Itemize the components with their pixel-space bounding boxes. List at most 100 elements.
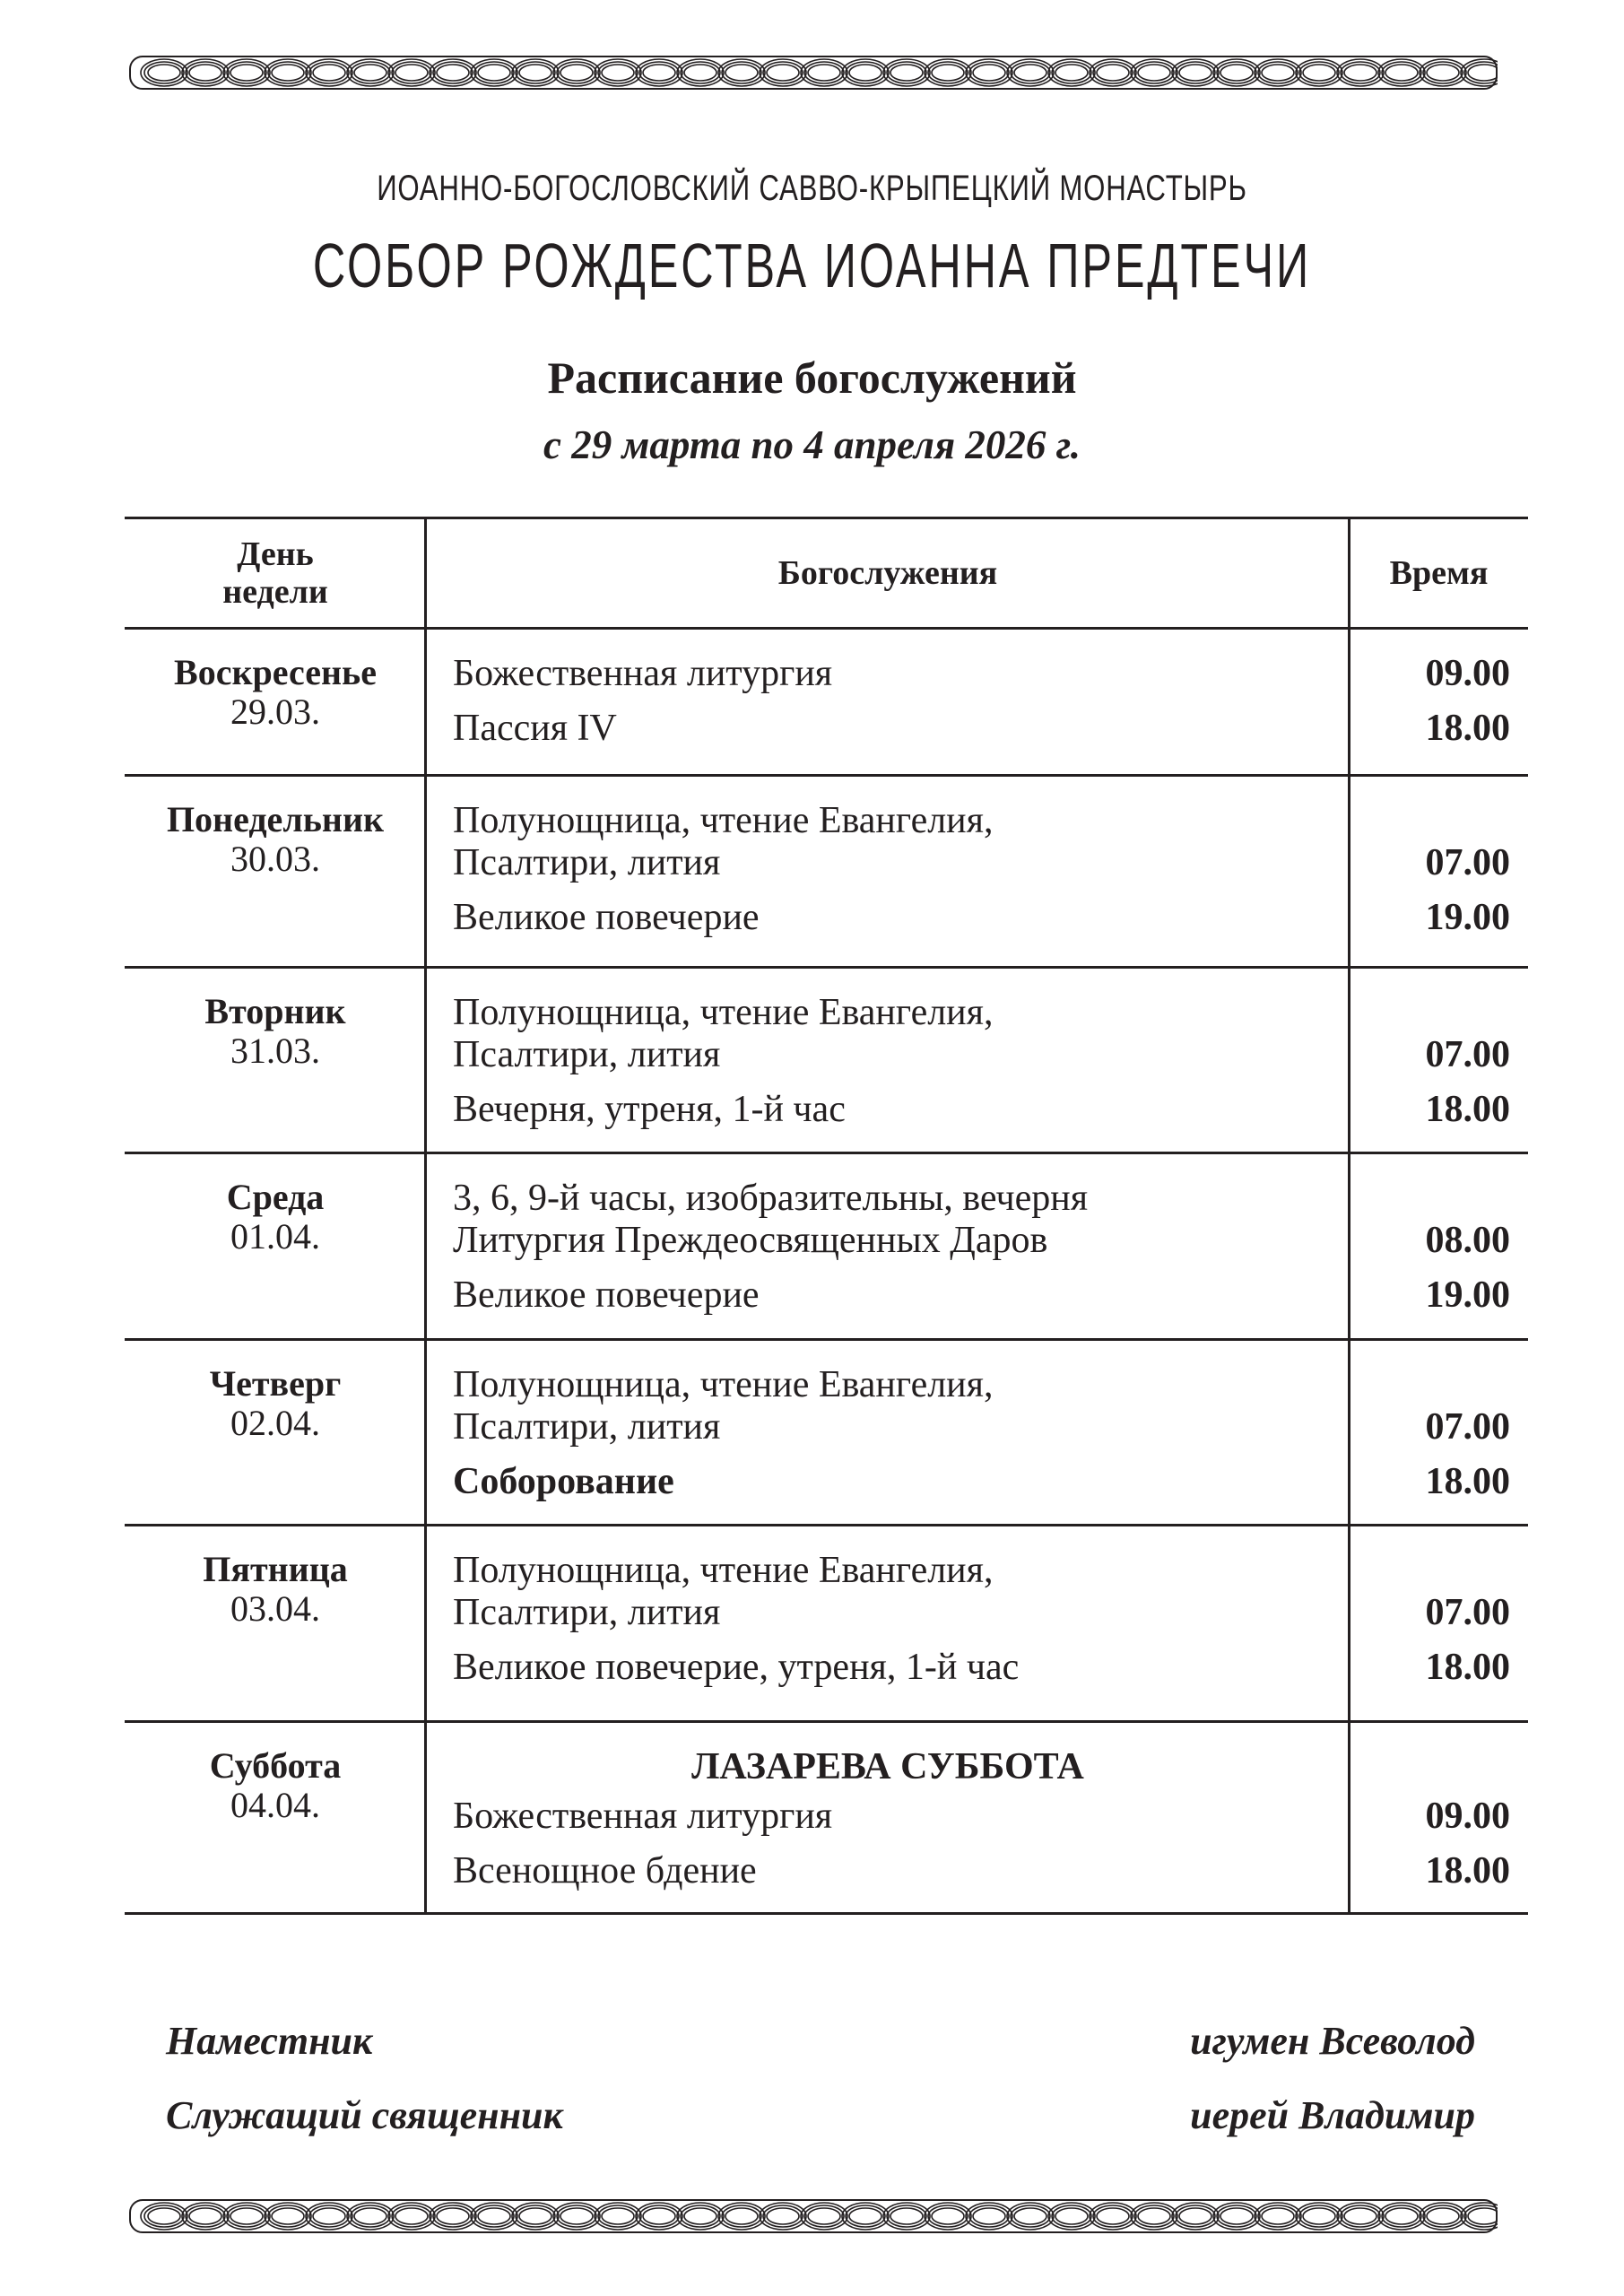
service-line: 3, 6, 9-й часы, изобразительны, вечерня [453,1178,1089,1219]
top-ornament-border [129,56,1498,90]
service-time: 19.00 [1425,897,1511,938]
day-name: Среда [226,1177,325,1217]
service-name: Полунощница, чтение Евангелия, Псалтири, … [426,1550,1350,1634]
header-services: Богослужения [777,554,998,592]
service-name: Божественная литургия [426,1796,1350,1838]
service-entry: Полунощница, чтение Евангелия, Псалтири, … [426,1550,1528,1634]
day-name: Четверг [209,1363,342,1404]
monastery-name: ИОАННО-БОГОСЛОВСКИЙ САВВО-КРЫПЕЦКИЙ МОНА… [377,169,1247,208]
table-row: Понедельник 30.03. Полунощница, чтение Ева… [125,777,1528,969]
service-line: Полунощница, чтение Евангелия, [453,1364,994,1405]
service-name: Полунощница, чтение Евангелия, Псалтири, … [426,1364,1350,1448]
service-line: Полунощница, чтение Евангелия, [453,800,994,841]
services-cell: 3, 6, 9-й часы, изобразительны, вечерня Л… [426,1154,1528,1338]
service-time: 18.00 [1425,1461,1511,1502]
day-name: Суббота [209,1745,342,1786]
day-name: Вторник [204,991,346,1031]
service-name: Полунощница, чтение Евангелия, Псалтири, … [426,800,1350,884]
services-cell: Божественная литургия 09.00 Пассия IV 18.00 [426,630,1528,774]
service-entry: Полунощница, чтение Евангелия, Псалтири, … [426,1364,1528,1448]
service-name: Великое повечерие [426,1274,1350,1317]
schedule-period: с 29 марта по 4 апреля 2026 г. [543,422,1081,467]
service-name: Великое повечерие, утреня, 1-й час [426,1647,1350,1689]
table-row: Среда 01.04. 3, 6, 9-й часы, изобразительн… [125,1154,1528,1341]
service-line: Божественная литургия [453,653,833,694]
page-title: Расписание богослужений [547,352,1077,403]
service-entry: Вечерня, утреня, 1-й час 18.00 [426,1089,1528,1131]
service-line: Божественная литургия [453,1796,833,1837]
service-time: 18.00 [1425,708,1511,749]
day-date: 03.04. [230,1588,320,1629]
header-time: Время [1389,554,1489,592]
service-line: Великое повечерие [453,897,760,938]
service-time: 07.00 [1425,1034,1511,1075]
service-entry: Великое повечерие 19.00 [426,1274,1528,1317]
service-line: Псалтири, лития [453,1406,721,1448]
service-entry: Пассия IV 18.00 [426,708,1528,750]
day-name: Понедельник [166,799,385,839]
services-cell: Полунощница, чтение Евангелия, Псалтири, … [426,1526,1528,1720]
service-entry: Божественная литургия 09.00 [426,1796,1528,1838]
day-date: 29.03. [230,691,320,732]
cathedral-name: СОБОР РОЖДЕСТВА ИОАННА ПРЕДТЕЧИ [312,230,1312,300]
table-row: Воскресенье 29.03. Божественная литургия 09… [125,630,1528,777]
service-entry: Соборование 18.00 [426,1461,1528,1503]
column-divider [424,519,427,1915]
feast-title: ЛАЗАРЕВА СУББОТА [691,1746,1084,1787]
service-time: 07.00 [1425,1406,1511,1448]
service-name: Божественная литургия [426,653,1350,695]
service-time: 18.00 [1425,1850,1511,1892]
schedule-table: День недели Богослужения Время Воскресен… [125,517,1528,1915]
day-cell: Суббота 04.04. [125,1723,426,1912]
day-name: Пятница [203,1549,348,1589]
footer-role-2: Служащий священник [166,2093,563,2137]
day-date: 31.03. [230,1031,320,1071]
service-time: 18.00 [1425,1089,1511,1130]
service-entry: Полунощница, чтение Евангелия, Псалтири, … [426,992,1528,1076]
service-time: 09.00 [1425,653,1511,694]
day-date: 04.04. [230,1785,320,1825]
service-time: 08.00 [1425,1220,1511,1261]
service-entry: Всенощное бдение 18.00 [426,1850,1528,1892]
service-line: Полунощница, чтение Евангелия, [453,992,994,1033]
service-line: Литургия Преждеосвященных Даров [453,1220,1048,1261]
day-date: 01.04. [230,1216,320,1257]
table-header-row: День недели Богослужения Время [125,519,1528,630]
service-name: Соборование [426,1461,1350,1503]
day-cell: Среда 01.04. [125,1154,426,1338]
footer-name-1: игумен Всеволод [1190,2019,1475,2063]
service-entry: 3, 6, 9-й часы, изобразительны, вечерня Л… [426,1178,1528,1262]
service-time: 07.00 [1425,1592,1511,1633]
service-line: Всенощное бдение [453,1850,757,1892]
service-entry: Великое повечерие, утреня, 1-й час 18.00 [426,1647,1528,1689]
services-cell: Полунощница, чтение Евангелия, Псалтири, … [426,777,1528,966]
footer-role-1: Наместник [166,2019,373,2063]
service-line: Вечерня, утреня, 1-й час [453,1089,846,1130]
table-row: Пятница 03.04. Полунощница, чтение Евангел… [125,1526,1528,1723]
service-name: Полунощница, чтение Евангелия, Псалтири, … [426,992,1350,1076]
service-name: Всенощное бдение [426,1850,1350,1892]
service-line: Соборование [453,1461,674,1502]
service-name: 3, 6, 9-й часы, изобразительны, вечерня Л… [426,1178,1350,1262]
table-row: Четверг 02.04. Полунощница, чтение Евангел… [125,1341,1528,1526]
service-name: Великое повечерие [426,897,1350,939]
service-line: Псалтири, лития [453,842,721,883]
service-line: Полунощница, чтение Евангелия, [453,1550,994,1591]
day-name: Воскресенье [174,652,377,692]
header-day: День недели [222,535,328,611]
day-cell: Пятница 03.04. [125,1526,426,1720]
service-line: Великое повечерие, утреня, 1-й час [453,1647,1020,1688]
services-cell: Полунощница, чтение Евангелия, Псалтири, … [426,969,1528,1152]
service-line: Пассия IV [453,708,617,749]
day-date: 02.04. [230,1403,320,1443]
day-date: 30.03. [230,839,320,879]
service-time: 19.00 [1425,1274,1511,1316]
column-divider [1348,519,1350,1915]
service-entry: Великое повечерие 19.00 [426,897,1528,939]
bottom-ornament-border [129,2199,1498,2233]
service-name: Пассия IV [426,708,1350,750]
day-cell: Воскресенье 29.03. [125,630,426,774]
service-time: 18.00 [1425,1647,1511,1688]
services-cell: Полунощница, чтение Евангелия, Псалтири, … [426,1341,1528,1524]
table-row: Суббота 04.04. ЛАЗАРЕВА СУББОТА Божественна… [125,1723,1528,1915]
